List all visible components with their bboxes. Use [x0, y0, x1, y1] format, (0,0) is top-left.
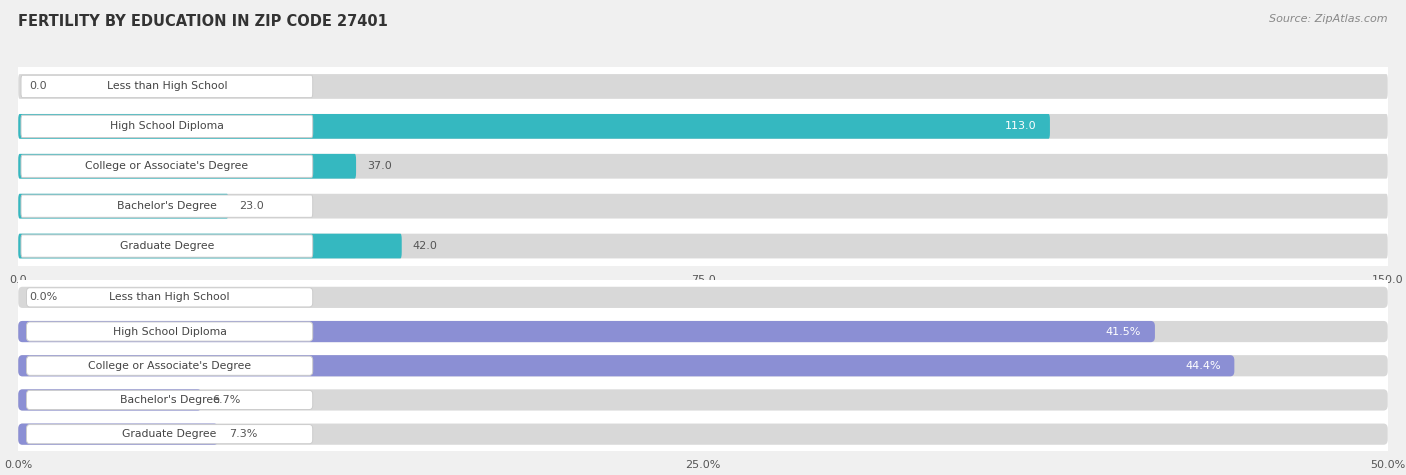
Text: 0.0: 0.0	[30, 81, 46, 92]
FancyBboxPatch shape	[18, 321, 1388, 342]
Text: College or Associate's Degree: College or Associate's Degree	[89, 361, 252, 371]
FancyBboxPatch shape	[21, 195, 312, 218]
FancyBboxPatch shape	[21, 155, 312, 178]
Text: College or Associate's Degree: College or Associate's Degree	[86, 161, 249, 171]
FancyBboxPatch shape	[18, 355, 1234, 376]
Text: High School Diploma: High School Diploma	[110, 121, 224, 132]
Text: Bachelor's Degree: Bachelor's Degree	[120, 395, 219, 405]
FancyBboxPatch shape	[18, 114, 1050, 139]
FancyBboxPatch shape	[18, 424, 1388, 445]
FancyBboxPatch shape	[18, 154, 356, 179]
Text: Less than High School: Less than High School	[110, 292, 229, 303]
FancyBboxPatch shape	[21, 115, 312, 138]
Text: 42.0: 42.0	[413, 241, 437, 251]
FancyBboxPatch shape	[21, 75, 312, 98]
FancyBboxPatch shape	[18, 234, 1388, 258]
FancyBboxPatch shape	[27, 356, 312, 375]
FancyBboxPatch shape	[27, 322, 312, 341]
FancyBboxPatch shape	[18, 234, 402, 258]
Bar	[18, 186, 1388, 226]
Text: 23.0: 23.0	[239, 201, 264, 211]
Text: 37.0: 37.0	[367, 161, 392, 171]
Text: 113.0: 113.0	[1005, 121, 1036, 132]
Text: 0.0%: 0.0%	[30, 292, 58, 303]
Bar	[18, 417, 1388, 451]
Text: 41.5%: 41.5%	[1107, 326, 1142, 337]
Bar	[18, 106, 1388, 146]
Text: Graduate Degree: Graduate Degree	[120, 241, 214, 251]
Bar	[18, 383, 1388, 417]
Text: 6.7%: 6.7%	[212, 395, 240, 405]
FancyBboxPatch shape	[18, 287, 1388, 308]
Bar	[18, 66, 1388, 106]
FancyBboxPatch shape	[18, 194, 228, 218]
Text: Graduate Degree: Graduate Degree	[122, 429, 217, 439]
Bar	[18, 280, 1388, 314]
FancyBboxPatch shape	[18, 74, 1388, 99]
Bar	[18, 314, 1388, 349]
Text: Source: ZipAtlas.com: Source: ZipAtlas.com	[1270, 14, 1388, 24]
FancyBboxPatch shape	[18, 194, 1388, 218]
FancyBboxPatch shape	[18, 154, 1388, 179]
Text: Bachelor's Degree: Bachelor's Degree	[117, 201, 217, 211]
Text: FERTILITY BY EDUCATION IN ZIP CODE 27401: FERTILITY BY EDUCATION IN ZIP CODE 27401	[18, 14, 388, 29]
Text: 7.3%: 7.3%	[229, 429, 257, 439]
Text: High School Diploma: High School Diploma	[112, 326, 226, 337]
FancyBboxPatch shape	[18, 355, 1388, 376]
FancyBboxPatch shape	[18, 321, 1154, 342]
FancyBboxPatch shape	[18, 424, 218, 445]
Bar	[18, 226, 1388, 266]
Text: 44.4%: 44.4%	[1185, 361, 1220, 371]
Bar	[18, 349, 1388, 383]
FancyBboxPatch shape	[18, 390, 1388, 410]
FancyBboxPatch shape	[27, 288, 312, 307]
FancyBboxPatch shape	[21, 235, 312, 257]
FancyBboxPatch shape	[18, 390, 202, 410]
FancyBboxPatch shape	[27, 425, 312, 444]
Bar	[18, 146, 1388, 186]
FancyBboxPatch shape	[18, 114, 1388, 139]
FancyBboxPatch shape	[27, 390, 312, 409]
Text: Less than High School: Less than High School	[107, 81, 228, 92]
